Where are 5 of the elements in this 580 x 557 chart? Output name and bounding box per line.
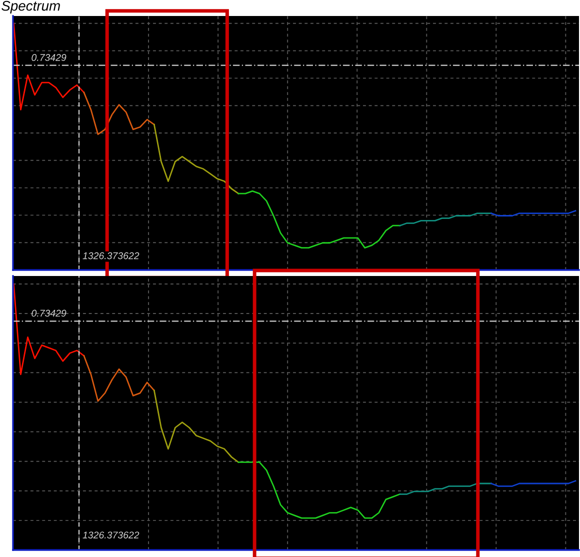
annotation: 1326.373622 (82, 532, 140, 538)
annotation: 1326.373622 (82, 252, 140, 260)
annotation: 0.73429 (32, 310, 66, 317)
chart-title: Spectrum (2, 0, 60, 14)
annotation: 0.73429 (32, 54, 66, 61)
